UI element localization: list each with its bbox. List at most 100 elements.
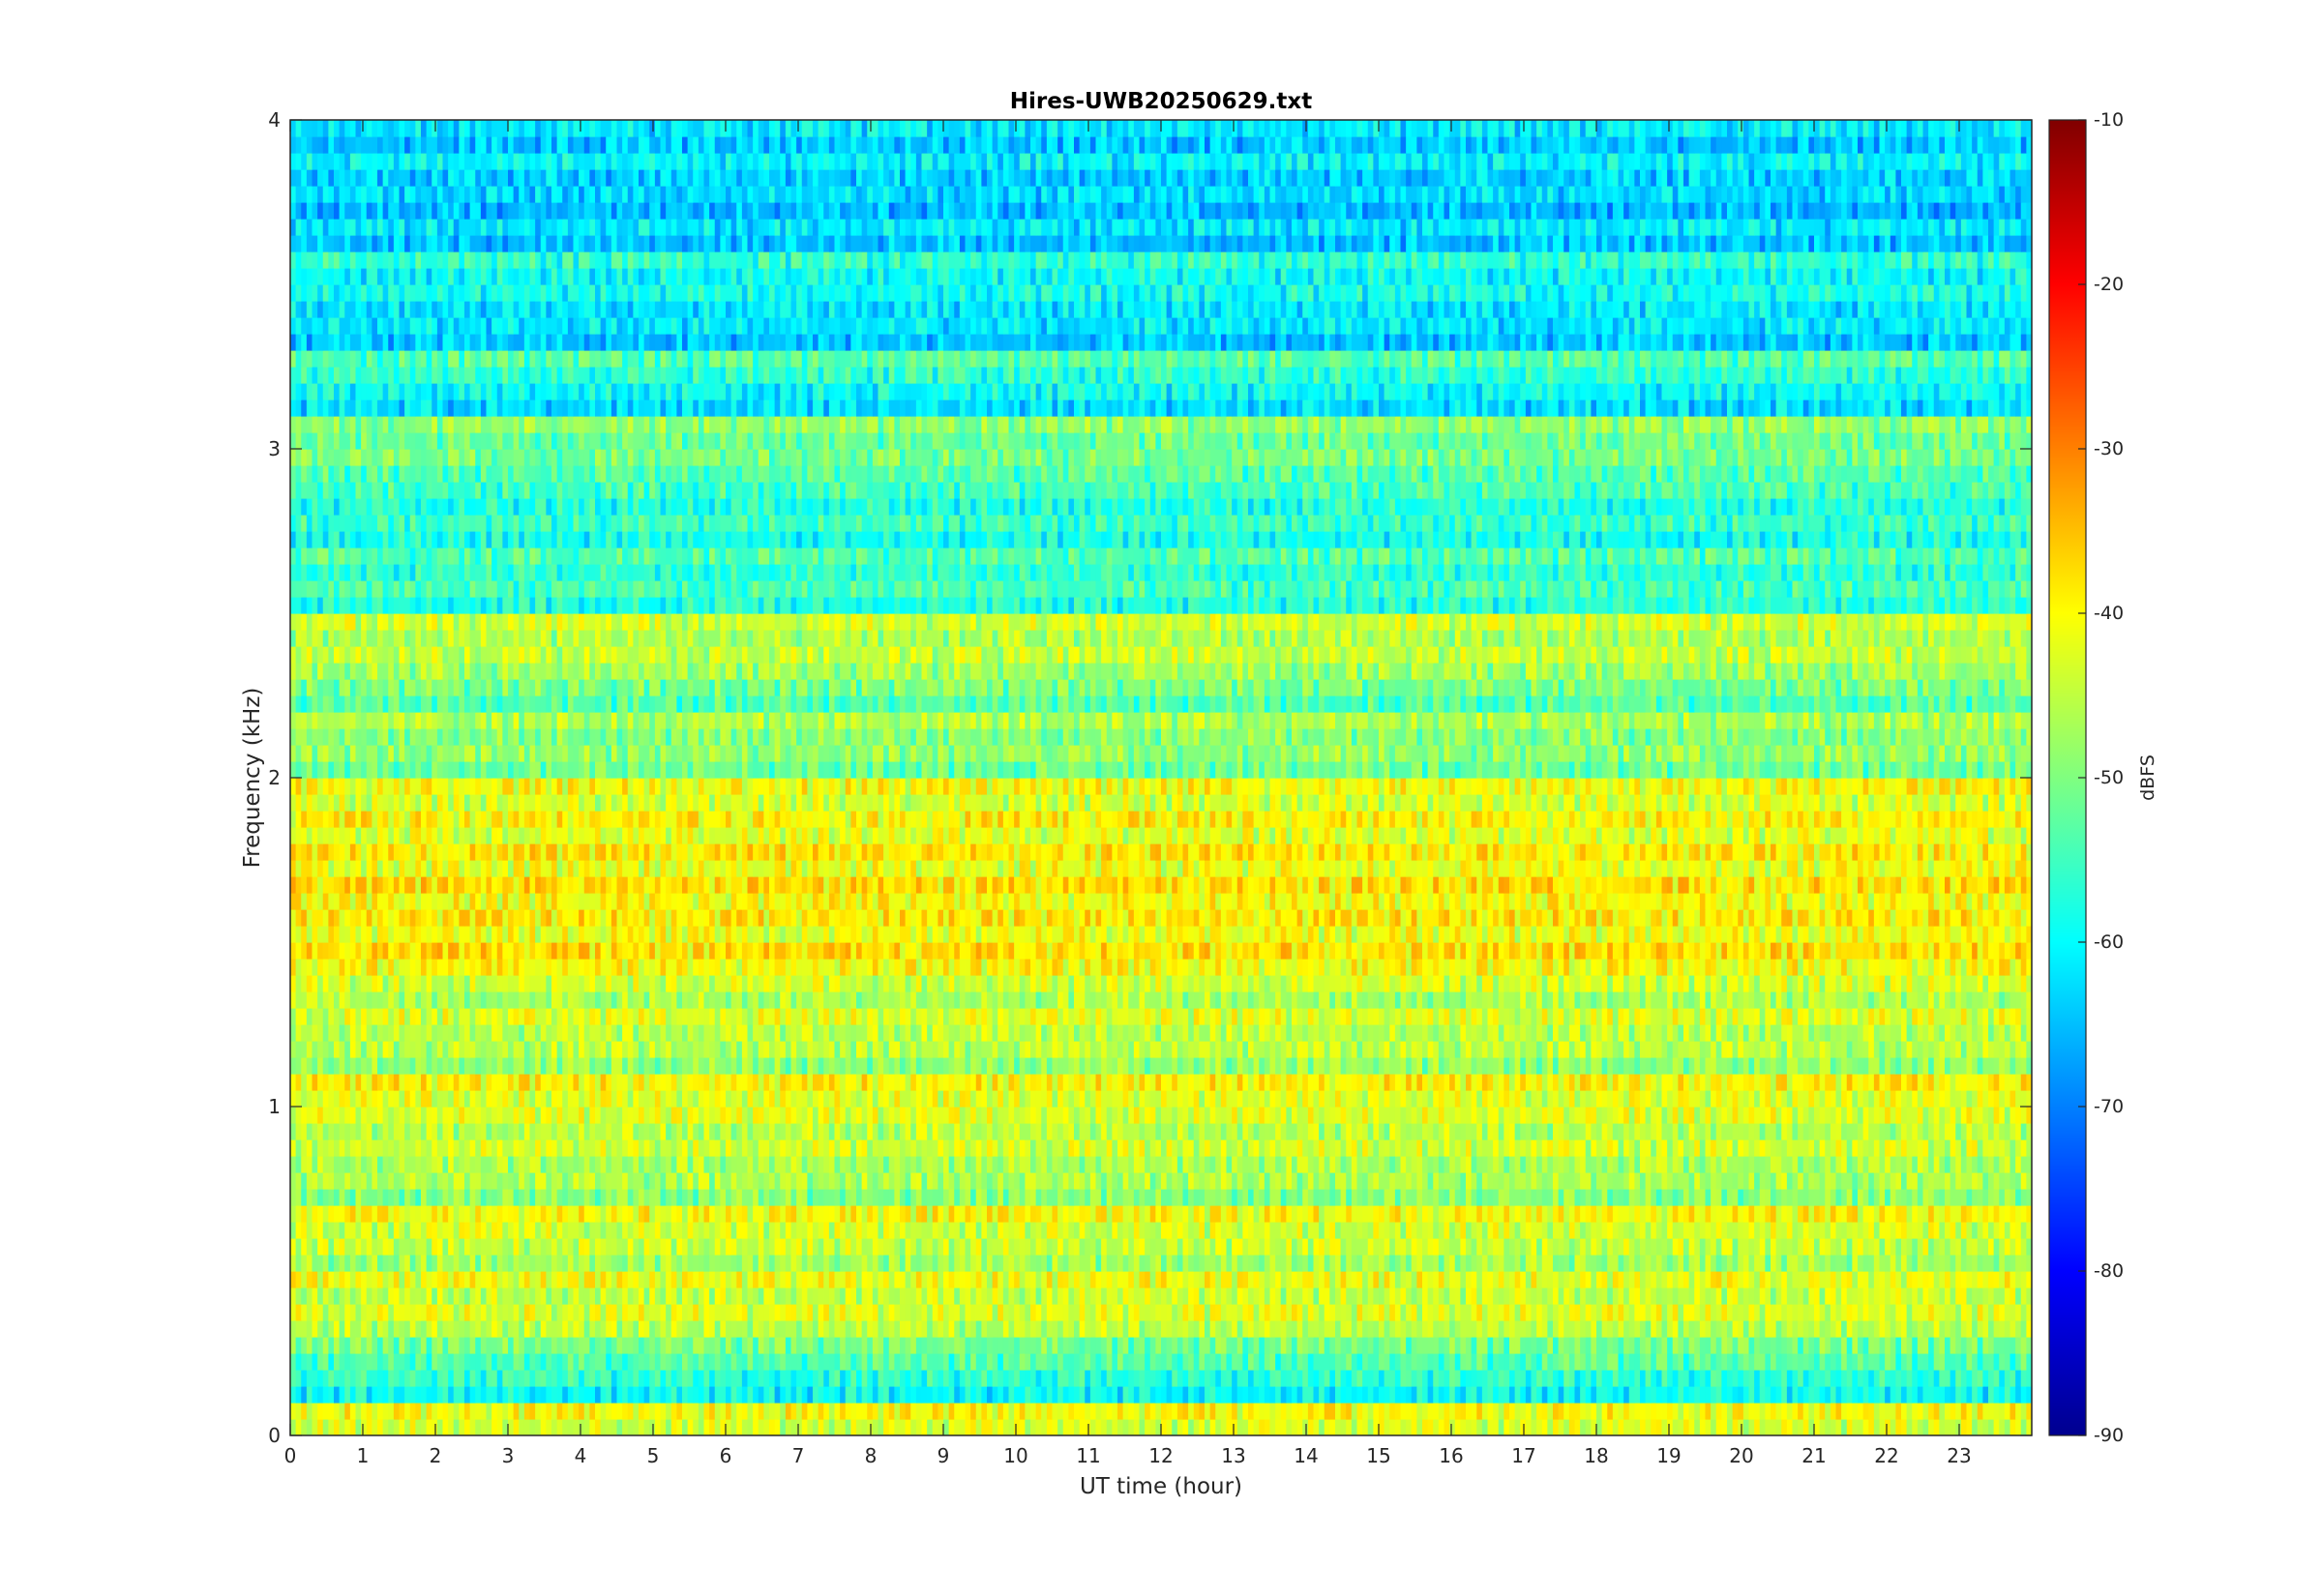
heatmap-cell	[1749, 1419, 1755, 1436]
heatmap-cell	[1825, 1419, 1831, 1436]
heatmap-cell	[464, 1403, 470, 1420]
heatmap-cell	[432, 1353, 437, 1371]
heatmap-cell	[802, 1353, 808, 1371]
heatmap-cell	[487, 1386, 492, 1404]
heatmap-cell	[862, 1419, 868, 1436]
heatmap-cell	[1395, 1403, 1401, 1420]
heatmap-cell	[1460, 1386, 1466, 1404]
heatmap-cell	[1053, 1255, 1058, 1272]
heatmap-cell	[514, 1370, 520, 1387]
heatmap-cell	[1319, 1205, 1325, 1223]
heatmap-cell	[1738, 1320, 1743, 1338]
heatmap-cell	[943, 1189, 949, 1206]
heatmap-cell	[709, 1238, 715, 1256]
heatmap-cell	[981, 1304, 987, 1321]
heatmap-cell	[1569, 1238, 1575, 1256]
heatmap-cell	[850, 1419, 856, 1436]
heatmap-cell	[1771, 1271, 1776, 1288]
heatmap-cell	[1341, 1189, 1347, 1206]
heatmap-cell	[1939, 1271, 1945, 1288]
heatmap-cell	[1140, 1320, 1146, 1338]
heatmap-cell	[589, 1205, 595, 1223]
heatmap-cell	[720, 1403, 726, 1420]
heatmap-cell	[1080, 1222, 1086, 1239]
heatmap-cell	[1509, 1304, 1515, 1321]
heatmap-cell	[1563, 1403, 1569, 1420]
heatmap-cell	[823, 1353, 829, 1371]
heatmap-cell	[1041, 1255, 1047, 1272]
heatmap-cell	[372, 1386, 377, 1404]
heatmap-cell	[1733, 1255, 1739, 1272]
heatmap-cell	[1210, 1386, 1216, 1404]
heatmap-cell	[949, 1403, 955, 1420]
heatmap-cell	[1716, 1403, 1722, 1420]
heatmap-cell	[1384, 1386, 1390, 1404]
heatmap-cell	[454, 1337, 460, 1354]
heatmap-cell	[1433, 1386, 1439, 1404]
heatmap-cell	[1030, 1320, 1036, 1338]
heatmap-cell	[1874, 1287, 1880, 1305]
heatmap-cell	[748, 1222, 754, 1239]
heatmap-cell	[1134, 1189, 1140, 1206]
heatmap-cell	[1286, 1386, 1292, 1404]
heatmap-cell	[290, 1271, 296, 1288]
heatmap-cell	[1575, 1287, 1581, 1305]
heatmap-cell	[906, 1386, 911, 1404]
heatmap-cell	[400, 1304, 405, 1321]
heatmap-cell	[883, 1304, 889, 1321]
heatmap-cell	[1329, 1271, 1335, 1288]
heatmap-cell	[1934, 1320, 1940, 1338]
heatmap-cell	[1754, 1287, 1760, 1305]
heatmap-cell	[524, 1419, 530, 1436]
heatmap-cell	[775, 1271, 781, 1288]
heatmap-cell	[1765, 1222, 1771, 1239]
heatmap-cell	[519, 1222, 524, 1239]
heatmap-cell	[487, 1304, 492, 1321]
heatmap-cell	[1841, 1419, 1847, 1436]
heatmap-cell	[1868, 1304, 1874, 1321]
heatmap-cell	[1771, 1370, 1776, 1387]
heatmap-cell	[1063, 1271, 1069, 1288]
heatmap-cell	[769, 1238, 775, 1256]
heatmap-cell	[1466, 1337, 1472, 1354]
heatmap-cell	[1416, 1271, 1422, 1288]
heatmap-cell	[617, 1205, 623, 1223]
heatmap-cell	[1270, 1205, 1276, 1223]
heatmap-cell	[1727, 1271, 1733, 1288]
heatmap-cell	[1466, 1222, 1472, 1239]
heatmap-cell	[557, 1271, 563, 1288]
heatmap-cell	[1455, 1287, 1461, 1305]
heatmap-cell	[350, 1320, 356, 1338]
heatmap-cell	[1068, 1222, 1074, 1239]
heatmap-cell	[546, 1205, 551, 1223]
heatmap-cell	[372, 1172, 377, 1190]
heatmap-cell	[1945, 1287, 1950, 1305]
heatmap-cell	[1275, 1386, 1281, 1404]
heatmap-cell	[1183, 1271, 1189, 1288]
heatmap-cell	[997, 1189, 1003, 1206]
heatmap-cell	[1488, 1419, 1494, 1436]
heatmap-cell	[997, 1403, 1003, 1420]
heatmap-cell	[1493, 1222, 1499, 1239]
heatmap-cell	[867, 1271, 873, 1288]
heatmap-cell	[655, 1403, 661, 1420]
heatmap-cell	[1721, 1255, 1727, 1272]
heatmap-cell	[1553, 1271, 1559, 1288]
heatmap-cell	[807, 1403, 813, 1420]
heatmap-cell	[1329, 1222, 1335, 1239]
heatmap-cell	[1553, 1255, 1559, 1272]
heatmap-cell	[1319, 1403, 1325, 1420]
heatmap-cell	[1547, 1353, 1553, 1371]
heatmap-cell	[1085, 1189, 1090, 1206]
heatmap-cell	[1662, 1370, 1668, 1387]
heatmap-cell	[769, 1189, 775, 1206]
heatmap-cell	[551, 1304, 557, 1321]
heatmap-cell	[551, 1403, 557, 1420]
heatmap-cell	[846, 1205, 851, 1223]
heatmap-cell	[1123, 1403, 1129, 1420]
heatmap-cell	[2010, 1238, 2016, 1256]
heatmap-cell	[470, 1370, 476, 1387]
heatmap-cell	[850, 1304, 856, 1321]
heatmap-cell	[655, 1287, 661, 1305]
heatmap-cell	[1613, 1222, 1619, 1239]
